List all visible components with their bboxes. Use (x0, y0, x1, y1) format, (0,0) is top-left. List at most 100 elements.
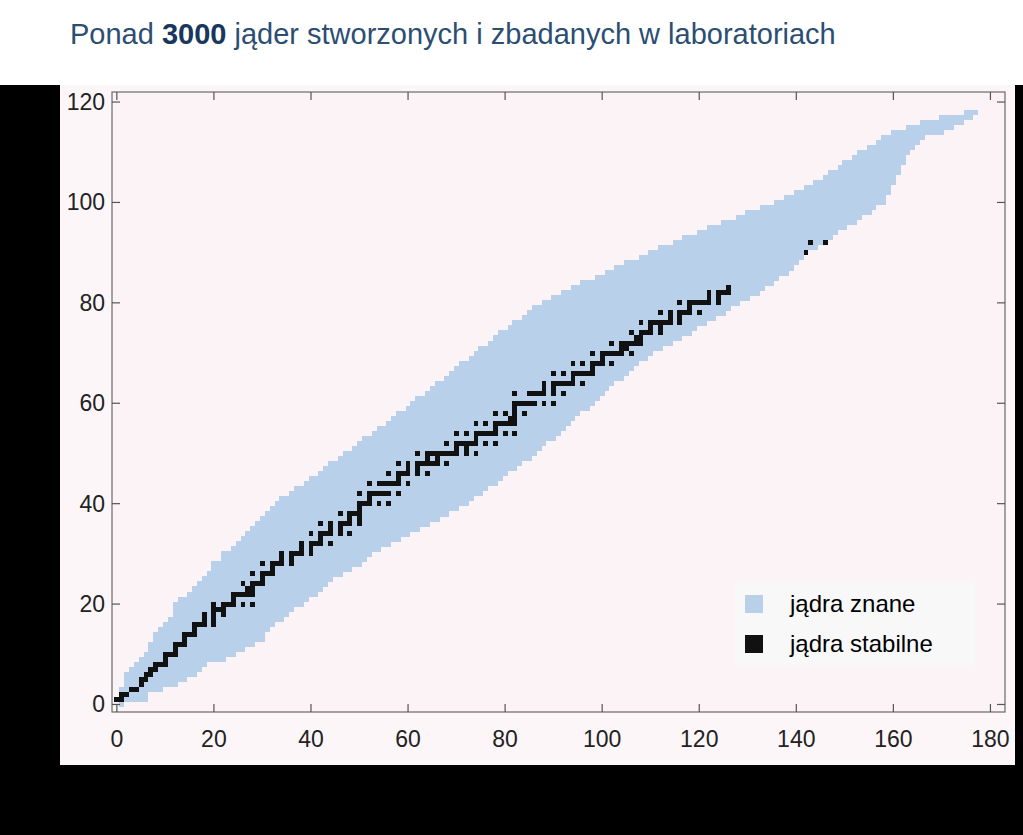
stable-nucleus (653, 320, 658, 325)
stable-nucleus (299, 541, 304, 546)
stable-nucleus (716, 295, 721, 300)
stable-nucleus (114, 697, 119, 702)
stable-nucleus (629, 341, 634, 346)
stable-nucleus (459, 441, 464, 446)
stable-nucleus (677, 320, 682, 325)
stable-nucleus (639, 330, 644, 335)
stable-nucleus (377, 481, 382, 486)
known-nuclei-row (173, 602, 304, 607)
known-nuclei-row (478, 346, 662, 351)
y-tick (997, 503, 1005, 504)
stable-nucleus (624, 341, 629, 346)
stable-nucleus (415, 466, 420, 471)
stable-nucleus (260, 571, 265, 576)
stable-nucleus (221, 602, 226, 607)
known-nuclei-row (260, 516, 440, 521)
stable-nucleus (619, 351, 624, 356)
known-nuclei-row (857, 150, 910, 155)
stable-nucleus (668, 315, 673, 320)
x-tick-label: 80 (492, 726, 518, 752)
stable-nucleus (668, 320, 673, 325)
stable-nucleus (503, 411, 508, 416)
plot-frame (112, 92, 1005, 712)
stable-nucleus (590, 371, 595, 376)
y-tick (997, 202, 1005, 203)
stable-nucleus (571, 371, 576, 376)
stable-nucleus (255, 581, 260, 586)
stable-nucleus (250, 592, 255, 597)
x-tick (310, 704, 311, 712)
stable-nucleus (318, 531, 323, 536)
stable-nucleus (726, 290, 731, 295)
stable-nucleus (221, 607, 226, 612)
stable-nucleus (687, 300, 692, 305)
stable-nucleus (178, 642, 183, 647)
known-nuclei-row (906, 125, 955, 130)
stable-nucleus (658, 330, 663, 335)
stable-nucleus (498, 421, 503, 426)
plot-area (112, 92, 1005, 712)
stable-nucleus (590, 351, 595, 356)
stable-nucleus (391, 481, 396, 486)
stable-nucleus (425, 456, 430, 461)
known-nuclei-row (435, 381, 615, 386)
chart: Ponad 3000 jąder stworzonych i zbadanych… (0, 0, 1023, 835)
x-tick (893, 92, 894, 100)
stable-nucleus (542, 381, 547, 386)
known-nuclei-row (211, 561, 361, 566)
y-tick-label: 60 (79, 390, 105, 416)
stable-nucleus (474, 441, 479, 446)
series (114, 110, 978, 708)
known-nuclei-row (265, 511, 449, 516)
stable-nucleus (313, 541, 318, 546)
known-nuclei-row (372, 431, 561, 436)
known-nuclei-row (881, 135, 925, 140)
stable-nucleus (294, 551, 299, 556)
stable-nucleus (566, 381, 571, 386)
known-nuclei-row (605, 270, 789, 275)
known-nuclei-row (245, 531, 410, 536)
y-tick-label: 0 (92, 691, 105, 717)
stable-nucleus (168, 652, 173, 657)
stable-nucleus (697, 310, 702, 315)
known-nuclei-row (488, 341, 672, 346)
known-nuclei-row (760, 205, 876, 210)
stable-nucleus (425, 461, 430, 466)
known-nuclei-row (794, 190, 891, 195)
stable-nucleus (415, 451, 420, 456)
stable-nucleus (309, 541, 314, 546)
stable-nucleus (202, 617, 207, 622)
stable-nucleus (527, 391, 532, 396)
stable-nucleus (677, 315, 682, 320)
stable-nucleus (357, 511, 362, 516)
stable-nucleus (265, 571, 270, 576)
stable-nucleus (435, 451, 440, 456)
x-tick (505, 704, 506, 712)
stable-nucleus (211, 622, 216, 627)
known-nuclei-row (338, 456, 532, 461)
known-nuclei-row (852, 155, 905, 160)
stable-nucleus (537, 391, 542, 396)
stable-nucleus (386, 481, 391, 486)
x-tick-label: 100 (583, 726, 621, 752)
stable-nucleus (343, 521, 348, 526)
stable-nucleus (483, 441, 488, 446)
known-nuclei-row (449, 371, 629, 376)
known-nuclei-row (639, 255, 804, 260)
known-nuclei-row (148, 642, 255, 647)
stable-nucleus (503, 421, 508, 426)
stable-nucleus (260, 581, 265, 586)
stable-nucleus (551, 391, 556, 396)
known-nuclei-row (624, 260, 799, 265)
stable-nucleus (289, 556, 294, 561)
known-nuclei-row (328, 461, 522, 466)
x-tick (796, 92, 797, 100)
stable-nucleus (639, 320, 644, 325)
stable-nucleus (134, 687, 139, 692)
stable-nucleus (619, 346, 624, 351)
stable-nucleus (309, 531, 314, 536)
stable-nucleus (551, 371, 556, 376)
stable-nucleus (619, 341, 624, 346)
stable-nucleus (658, 320, 663, 325)
stable-nucleus (726, 285, 731, 290)
